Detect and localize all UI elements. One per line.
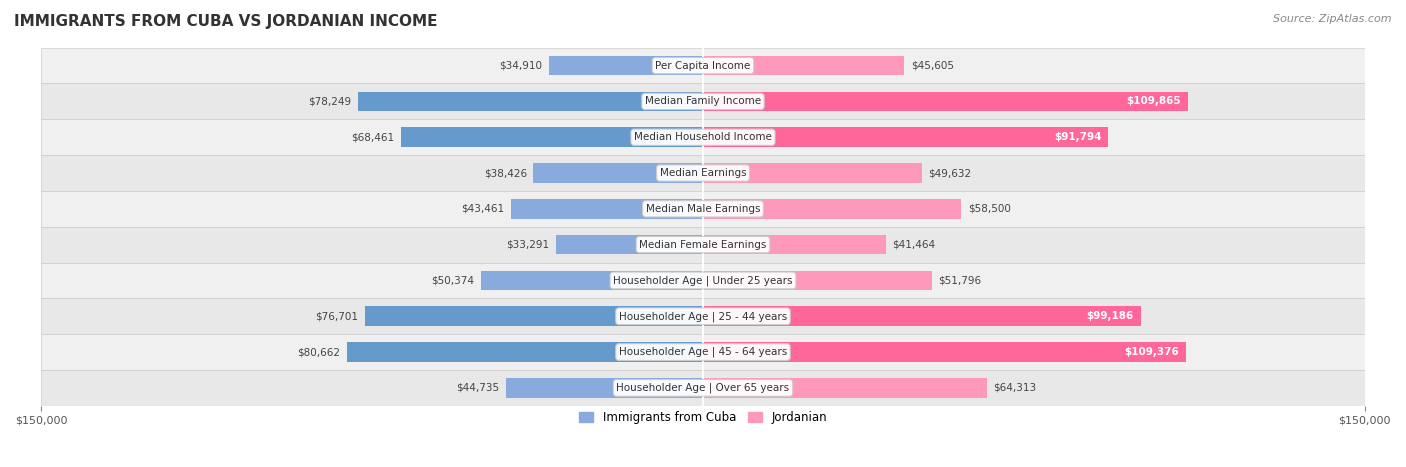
Text: $80,662: $80,662 bbox=[298, 347, 340, 357]
Bar bbox=[506, 378, 703, 398]
Text: $68,461: $68,461 bbox=[352, 132, 394, 142]
Bar bbox=[557, 235, 703, 255]
Text: Per Capita Income: Per Capita Income bbox=[655, 61, 751, 71]
Text: $109,376: $109,376 bbox=[1125, 347, 1178, 357]
Text: $64,313: $64,313 bbox=[994, 383, 1036, 393]
Bar bbox=[41, 191, 1365, 227]
Text: Median Earnings: Median Earnings bbox=[659, 168, 747, 178]
Bar bbox=[703, 199, 962, 219]
Legend: Immigrants from Cuba, Jordanian: Immigrants from Cuba, Jordanian bbox=[574, 406, 832, 429]
Bar bbox=[533, 163, 703, 183]
Text: $43,461: $43,461 bbox=[461, 204, 505, 214]
Text: Householder Age | 25 - 44 years: Householder Age | 25 - 44 years bbox=[619, 311, 787, 321]
Text: $44,735: $44,735 bbox=[456, 383, 499, 393]
Text: $49,632: $49,632 bbox=[928, 168, 972, 178]
Text: Median Female Earnings: Median Female Earnings bbox=[640, 240, 766, 250]
Bar bbox=[703, 378, 987, 398]
Text: $33,291: $33,291 bbox=[506, 240, 550, 250]
Text: $76,701: $76,701 bbox=[315, 311, 359, 321]
Bar bbox=[41, 155, 1365, 191]
Bar bbox=[347, 342, 703, 362]
Bar bbox=[41, 48, 1365, 84]
Bar bbox=[41, 262, 1365, 298]
Bar bbox=[548, 56, 703, 76]
Text: Median Household Income: Median Household Income bbox=[634, 132, 772, 142]
Bar bbox=[41, 370, 1365, 406]
Bar bbox=[41, 119, 1365, 155]
Text: Householder Age | 45 - 64 years: Householder Age | 45 - 64 years bbox=[619, 347, 787, 357]
Text: $50,374: $50,374 bbox=[432, 276, 474, 285]
Text: Median Family Income: Median Family Income bbox=[645, 96, 761, 106]
Bar bbox=[481, 270, 703, 290]
Bar bbox=[703, 163, 922, 183]
Text: $78,249: $78,249 bbox=[308, 96, 352, 106]
Bar bbox=[703, 306, 1140, 326]
Text: $38,426: $38,426 bbox=[484, 168, 527, 178]
Bar bbox=[41, 84, 1365, 119]
Bar bbox=[41, 298, 1365, 334]
Bar bbox=[512, 199, 703, 219]
Bar bbox=[41, 334, 1365, 370]
Bar bbox=[357, 92, 703, 111]
Text: $34,910: $34,910 bbox=[499, 61, 543, 71]
Text: $45,605: $45,605 bbox=[911, 61, 953, 71]
Bar bbox=[703, 235, 886, 255]
Text: Householder Age | Over 65 years: Householder Age | Over 65 years bbox=[616, 382, 790, 393]
Bar bbox=[703, 270, 932, 290]
Text: $51,796: $51,796 bbox=[938, 276, 981, 285]
Bar bbox=[401, 127, 703, 147]
Text: $41,464: $41,464 bbox=[893, 240, 935, 250]
Text: $109,865: $109,865 bbox=[1126, 96, 1181, 106]
Text: Householder Age | Under 25 years: Householder Age | Under 25 years bbox=[613, 275, 793, 286]
Text: $99,186: $99,186 bbox=[1087, 311, 1135, 321]
Bar bbox=[703, 127, 1108, 147]
Text: Median Male Earnings: Median Male Earnings bbox=[645, 204, 761, 214]
Text: IMMIGRANTS FROM CUBA VS JORDANIAN INCOME: IMMIGRANTS FROM CUBA VS JORDANIAN INCOME bbox=[14, 14, 437, 29]
Bar bbox=[41, 227, 1365, 262]
Text: Source: ZipAtlas.com: Source: ZipAtlas.com bbox=[1274, 14, 1392, 24]
Bar bbox=[364, 306, 703, 326]
Bar bbox=[703, 56, 904, 76]
Bar bbox=[703, 92, 1188, 111]
Bar bbox=[703, 342, 1185, 362]
Text: $58,500: $58,500 bbox=[967, 204, 1011, 214]
Text: $91,794: $91,794 bbox=[1054, 132, 1101, 142]
